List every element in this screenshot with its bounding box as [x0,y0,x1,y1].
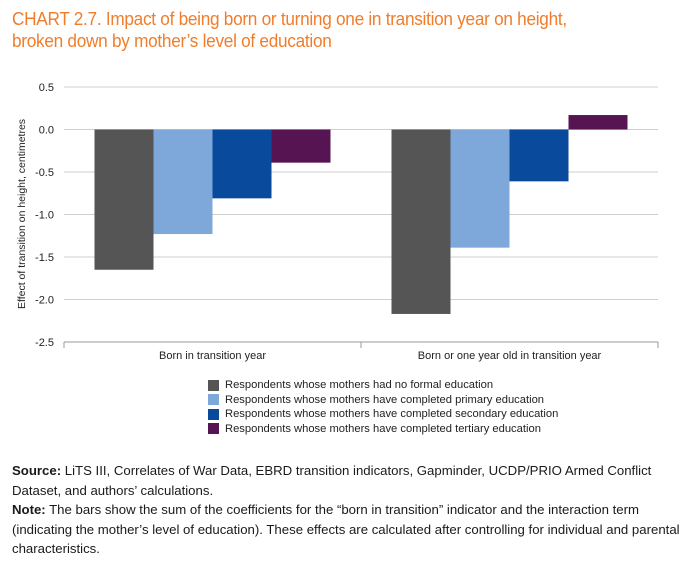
note-label: Note: [12,502,46,517]
legend-item: Respondents whose mothers have completed… [208,407,558,422]
bar [212,129,272,199]
chart-title-line-1: CHART 2.7. Impact of being born or turni… [12,8,567,29]
legend-label: Respondents whose mothers have completed… [225,408,559,421]
legend-swatch [208,423,219,435]
chart-title: CHART 2.7. Impact of being born or turni… [12,8,635,52]
y-tick-label: -0.5 [35,167,54,179]
note-text: The bars show the sum of the coefficient… [12,502,680,556]
y-tick-label: -2.5 [35,337,54,349]
legend-item: Respondents whose mothers have completed… [208,393,558,408]
note-paragraph: Note: The bars show the sum of the coeff… [12,500,684,559]
axis-layer: 0.5 0.0 -0.5 -1.0 -1.5 -2.0 -2.5 Born in transi… [35,82,659,362]
y-tick-label: -1.5 [35,252,54,264]
source-paragraph: Source: LiTS III, Correlates of War Data… [12,461,684,500]
legend-swatch [208,408,219,420]
y-tick-label: -1.0 [35,210,54,222]
legend-swatch [208,379,219,391]
x-category-label: Born in transition year [159,350,266,362]
legend-label: Respondents whose mothers had no formal … [225,379,494,392]
chart-footer: Source: LiTS III, Correlates of War Data… [12,461,684,559]
bar [94,129,154,270]
bar [391,129,451,314]
y-axis-label: Effect of transition on height, centimet… [16,119,28,309]
bar [450,129,510,248]
bar-layer [94,115,628,314]
y-tick-label: 0.0 [39,125,54,137]
legend-item: Respondents whose mothers had no formal … [208,378,558,393]
legend-label: Respondents whose mothers have completed… [225,422,541,435]
source-text: LiTS III, Correlates of War Data, EBRD t… [12,463,652,498]
y-tick-label: 0.5 [39,82,54,94]
legend-item: Respondents whose mothers have completed… [208,422,558,437]
bar [153,129,213,235]
bar [271,129,331,163]
chart-legend: Respondents whose mothers had no formal … [208,378,558,436]
bar [509,129,569,182]
legend-swatch [208,394,219,406]
source-label: Source: [12,463,62,478]
y-tick-label: -2.0 [35,295,54,307]
x-category-label: Born or one year old in transition year [418,350,602,362]
legend-label: Respondents whose mothers have completed… [225,393,545,406]
bar-chart: 0.5 0.0 -0.5 -1.0 -1.5 -2.0 -2.5 Born in transi… [16,82,659,362]
bar [568,115,628,130]
chart-title-line-2: broken down by mother’s level of educati… [12,30,332,51]
